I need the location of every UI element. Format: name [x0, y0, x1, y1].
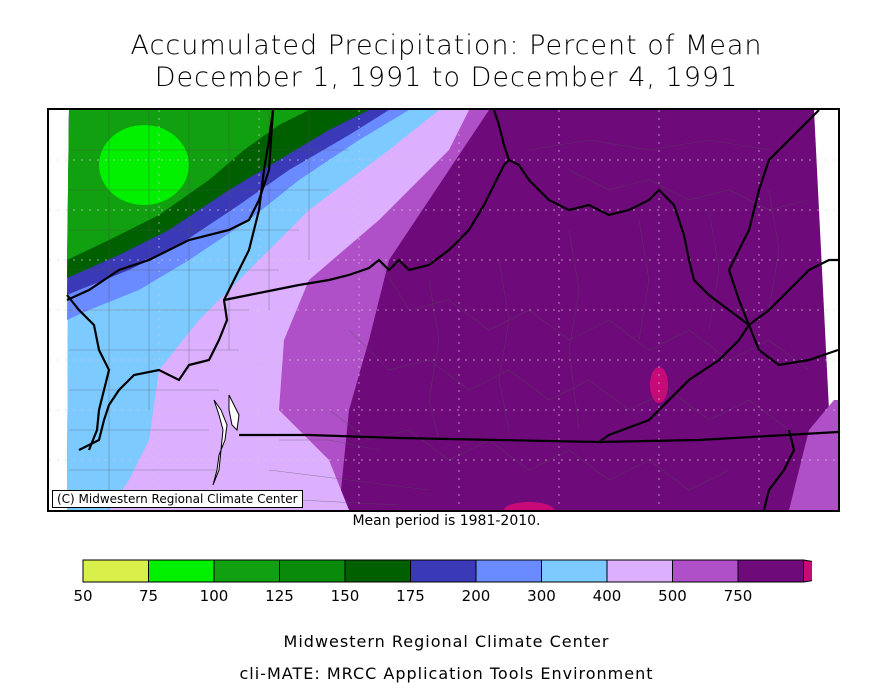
region-75-100	[99, 125, 189, 205]
legend-swatch-75-100	[148, 559, 215, 583]
legend-swatch-150-175	[344, 559, 411, 583]
legend-bar	[82, 559, 870, 583]
legend-label-50: 50	[73, 587, 93, 605]
legend-swatch-750-undefined	[737, 559, 804, 583]
legend-swatch-50-75	[82, 559, 149, 583]
lat-lon-grid	[49, 110, 838, 510]
legend-swatch-200-300	[475, 559, 542, 583]
legend-label-500: 500	[658, 587, 687, 605]
boundary-va-wv-east	[748, 258, 838, 326]
boundary-wv-oh	[727, 110, 820, 326]
legend-label-150: 150	[330, 587, 360, 605]
boundary-wv-va	[747, 324, 838, 367]
map-svg	[49, 110, 838, 510]
legend-swatch-300-400	[541, 559, 608, 583]
copyright-label: (C) Midwestern Regional Climate Center	[52, 490, 303, 508]
legend-label-100: 100	[199, 587, 229, 605]
map-date-range: December 1, 1991 to December 4, 1991	[154, 62, 739, 93]
legend-swatch-100-125	[213, 559, 280, 583]
boundary-ohio-river-west	[78, 110, 275, 451]
boundary-oh-in	[492, 110, 511, 161]
mean-period-note: Mean period is 1981-2010.	[352, 513, 541, 529]
legend-swatch-400-500	[606, 559, 673, 583]
region-over-750-spot	[650, 367, 668, 403]
map-title: Accumulated Precipitation: Percent of Me…	[130, 30, 763, 61]
legend-swatch-over-750-arrow	[803, 559, 870, 583]
footer-tool-name: cli-MATE: MRCC Application Tools Environ…	[239, 664, 654, 683]
boundary-tn-nc	[762, 429, 796, 510]
region-over-750-spot-south	[504, 502, 554, 510]
reservoirs	[212, 394, 240, 486]
legend-label-300: 300	[527, 587, 556, 605]
legend-label-750: 750	[723, 587, 753, 605]
legend-swatch-125-150	[279, 559, 346, 583]
legend-label-200: 200	[461, 587, 491, 605]
legend-swatch-175-200	[410, 559, 477, 583]
footer-organization: Midwestern Regional Climate Center	[283, 632, 610, 651]
boundary-mississippi	[66, 294, 111, 451]
region-400-500-east	[789, 400, 838, 510]
legend-label-125: 125	[265, 587, 294, 605]
legend-swatch-500-750	[672, 559, 739, 583]
precipitation-map: (C) Midwestern Regional Climate Center	[47, 108, 840, 512]
state-boundaries	[66, 110, 838, 510]
color-legend: 50 75 100 125 150 175 200 300 400 500 750	[73, 559, 870, 619]
boundary-ky-tn	[239, 430, 838, 444]
boundary-il-in	[66, 110, 275, 302]
legend-label-175: 175	[396, 587, 425, 605]
legend-label-400: 400	[592, 587, 622, 605]
legend-label-75: 75	[138, 587, 159, 605]
